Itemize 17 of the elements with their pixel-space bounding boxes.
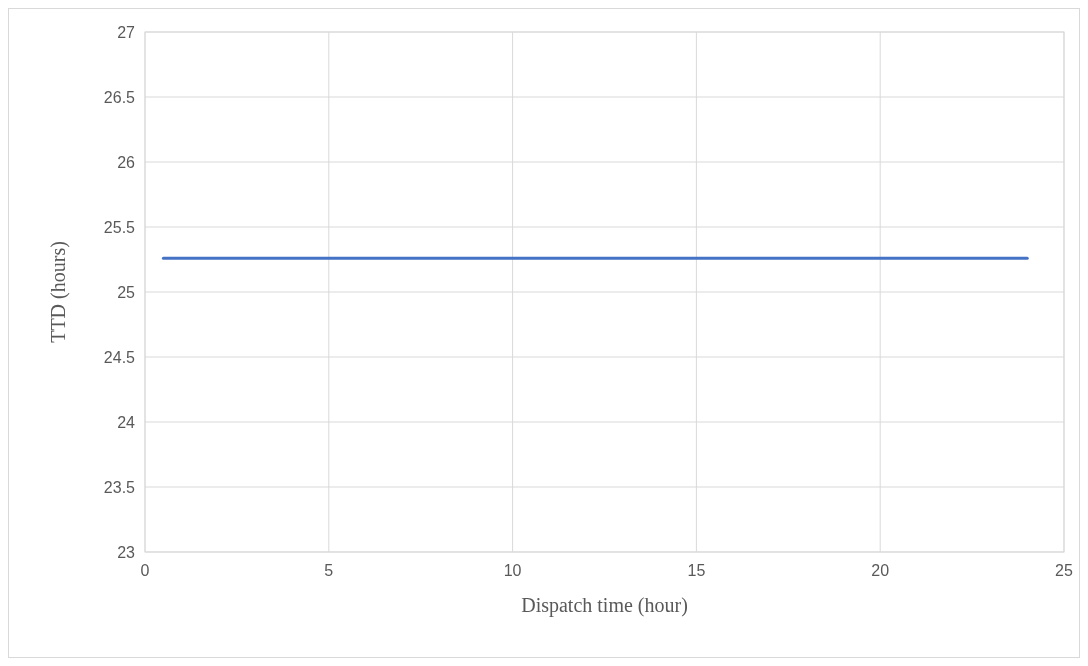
- x-axis-title: Dispatch time (hour): [521, 594, 688, 617]
- x-tick-label: 0: [140, 562, 150, 579]
- y-tick-label: 26.5: [103, 88, 136, 106]
- y-axis-title: TTD (hours): [47, 241, 70, 343]
- x-tick-label: 25: [1055, 562, 1073, 579]
- y-tick-label: 23: [117, 543, 136, 561]
- x-tick-label: 5: [324, 562, 334, 579]
- y-tick-label: 26: [117, 153, 136, 171]
- x-tick-label: 20: [871, 562, 890, 579]
- y-tick-label: 25.5: [103, 218, 136, 236]
- x-tick-label: 10: [503, 562, 522, 579]
- x-tick-label: 15: [687, 562, 706, 579]
- y-tick-label: 25: [117, 283, 136, 301]
- y-tick-label: 27: [117, 23, 136, 41]
- y-tick-label: 24: [117, 413, 136, 431]
- y-tick-label: 24.5: [103, 348, 136, 366]
- y-tick-label: 23.5: [103, 478, 136, 496]
